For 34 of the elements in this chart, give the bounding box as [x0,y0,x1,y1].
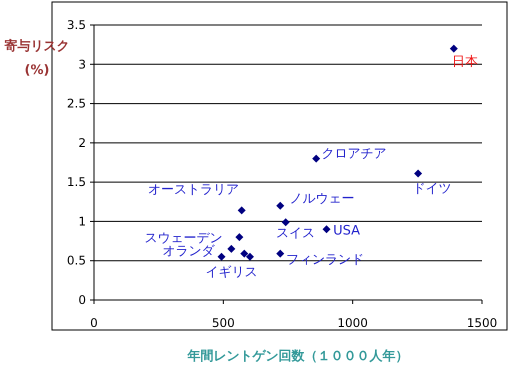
point [227,244,236,253]
y-tick-label: 1 [78,214,86,228]
point [238,206,246,214]
annotation: クロアチア [322,146,387,162]
point [282,218,290,226]
y-tick-label: 3.5 [66,18,86,32]
point [235,233,244,242]
point [240,250,248,258]
point [414,170,422,178]
x-tick-label: 500 [212,316,235,330]
x-tick-label: 1500 [466,316,498,330]
point [312,154,320,163]
y-tick-label: 2 [78,136,86,150]
point [218,252,226,261]
y-tick-label: 0 [78,293,86,307]
annotation: オーストラリア [148,182,240,198]
y-tick-label: 0.5 [66,254,86,268]
point [322,225,331,234]
point [450,44,458,53]
x-tick-label: 1000 [337,316,368,330]
point [276,202,284,210]
y-tick-label: 2.5 [66,96,86,111]
y-tick-label: 3 [78,57,86,72]
annotation: ドイツ [412,182,452,196]
y-tick-label: 1.5 [66,175,86,190]
point [246,252,254,261]
annotation: USA [333,223,360,238]
point [276,250,284,258]
x-tick-label: 0 [90,316,98,330]
annotation: ノルウェー [290,192,355,207]
annotation: オランダ [162,244,216,259]
x-axis-title: 年間レントゲン回数（１０００人年） [186,349,408,364]
annotation: スイス [276,226,316,242]
annotation: イギリス [206,264,258,280]
